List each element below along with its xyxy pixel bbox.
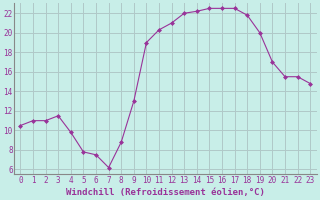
X-axis label: Windchill (Refroidissement éolien,°C): Windchill (Refroidissement éolien,°C): [66, 188, 265, 197]
